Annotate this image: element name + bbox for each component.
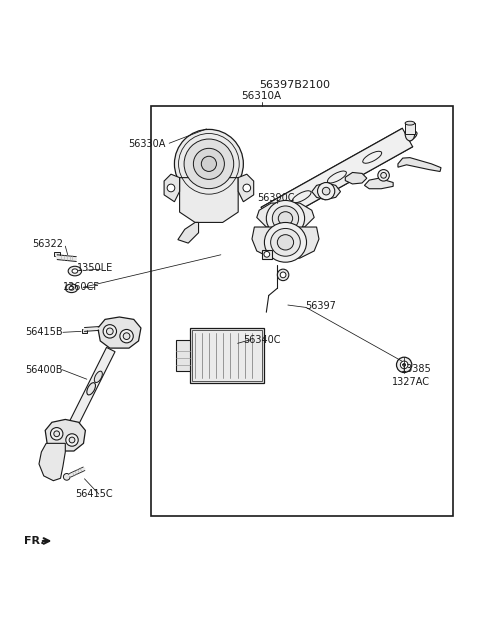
- Ellipse shape: [266, 200, 305, 236]
- Circle shape: [403, 363, 406, 366]
- Polygon shape: [261, 128, 413, 226]
- Circle shape: [167, 184, 175, 192]
- Polygon shape: [67, 347, 115, 430]
- Bar: [192, 330, 262, 380]
- Bar: [54, 252, 60, 256]
- Text: 56397B2100: 56397B2100: [260, 80, 331, 90]
- Ellipse shape: [405, 127, 415, 141]
- Ellipse shape: [184, 139, 234, 189]
- Circle shape: [69, 437, 75, 443]
- Ellipse shape: [398, 131, 417, 144]
- Circle shape: [123, 333, 130, 339]
- Circle shape: [400, 361, 408, 369]
- Ellipse shape: [193, 148, 224, 179]
- Ellipse shape: [272, 206, 299, 231]
- Bar: [82, 330, 87, 333]
- Text: 56415C: 56415C: [75, 489, 113, 499]
- Circle shape: [120, 330, 133, 343]
- Polygon shape: [238, 174, 254, 202]
- Polygon shape: [98, 317, 141, 348]
- Polygon shape: [180, 178, 238, 223]
- Ellipse shape: [72, 269, 78, 273]
- Polygon shape: [398, 158, 441, 172]
- Polygon shape: [364, 178, 393, 189]
- Circle shape: [66, 434, 78, 446]
- Ellipse shape: [174, 129, 243, 198]
- Circle shape: [54, 431, 60, 437]
- Text: 13385: 13385: [401, 364, 432, 373]
- Text: 1327AC: 1327AC: [392, 377, 431, 387]
- Ellipse shape: [201, 156, 216, 171]
- Polygon shape: [45, 420, 85, 451]
- Text: 1360CF: 1360CF: [63, 282, 99, 292]
- Polygon shape: [252, 227, 319, 258]
- Ellipse shape: [68, 266, 82, 276]
- Ellipse shape: [87, 383, 96, 395]
- Circle shape: [50, 427, 63, 440]
- Bar: [176, 340, 190, 371]
- Text: 56400B: 56400B: [25, 365, 62, 375]
- Text: 56390C: 56390C: [257, 193, 295, 204]
- Circle shape: [277, 269, 289, 281]
- Ellipse shape: [264, 223, 307, 262]
- Bar: [152, 107, 453, 515]
- Text: 56330A: 56330A: [128, 139, 165, 149]
- Bar: [190, 328, 264, 383]
- Text: 56397: 56397: [305, 302, 336, 311]
- Text: 56322: 56322: [32, 239, 63, 249]
- Circle shape: [396, 357, 412, 373]
- Ellipse shape: [278, 212, 293, 225]
- Polygon shape: [312, 183, 340, 200]
- Ellipse shape: [69, 287, 74, 290]
- Ellipse shape: [95, 371, 102, 382]
- Text: 56310A: 56310A: [241, 91, 282, 101]
- Circle shape: [63, 474, 70, 480]
- Text: 1350LE: 1350LE: [77, 262, 114, 273]
- Circle shape: [280, 272, 286, 278]
- Circle shape: [381, 172, 386, 178]
- Circle shape: [264, 252, 270, 257]
- Text: 56415B: 56415B: [25, 327, 62, 337]
- Text: FR.: FR.: [24, 536, 44, 546]
- Polygon shape: [345, 172, 367, 184]
- Ellipse shape: [65, 284, 78, 292]
- Circle shape: [323, 187, 330, 195]
- Circle shape: [243, 184, 251, 192]
- Bar: [262, 250, 272, 259]
- Circle shape: [103, 325, 117, 338]
- Polygon shape: [39, 443, 65, 481]
- Circle shape: [318, 183, 335, 200]
- Polygon shape: [257, 203, 314, 227]
- Polygon shape: [178, 223, 199, 243]
- Polygon shape: [164, 174, 180, 202]
- Ellipse shape: [277, 235, 294, 250]
- Bar: [405, 123, 415, 134]
- Ellipse shape: [405, 121, 415, 125]
- Circle shape: [378, 169, 389, 181]
- Text: 56340C: 56340C: [243, 335, 280, 345]
- Circle shape: [107, 328, 113, 335]
- Ellipse shape: [271, 228, 300, 256]
